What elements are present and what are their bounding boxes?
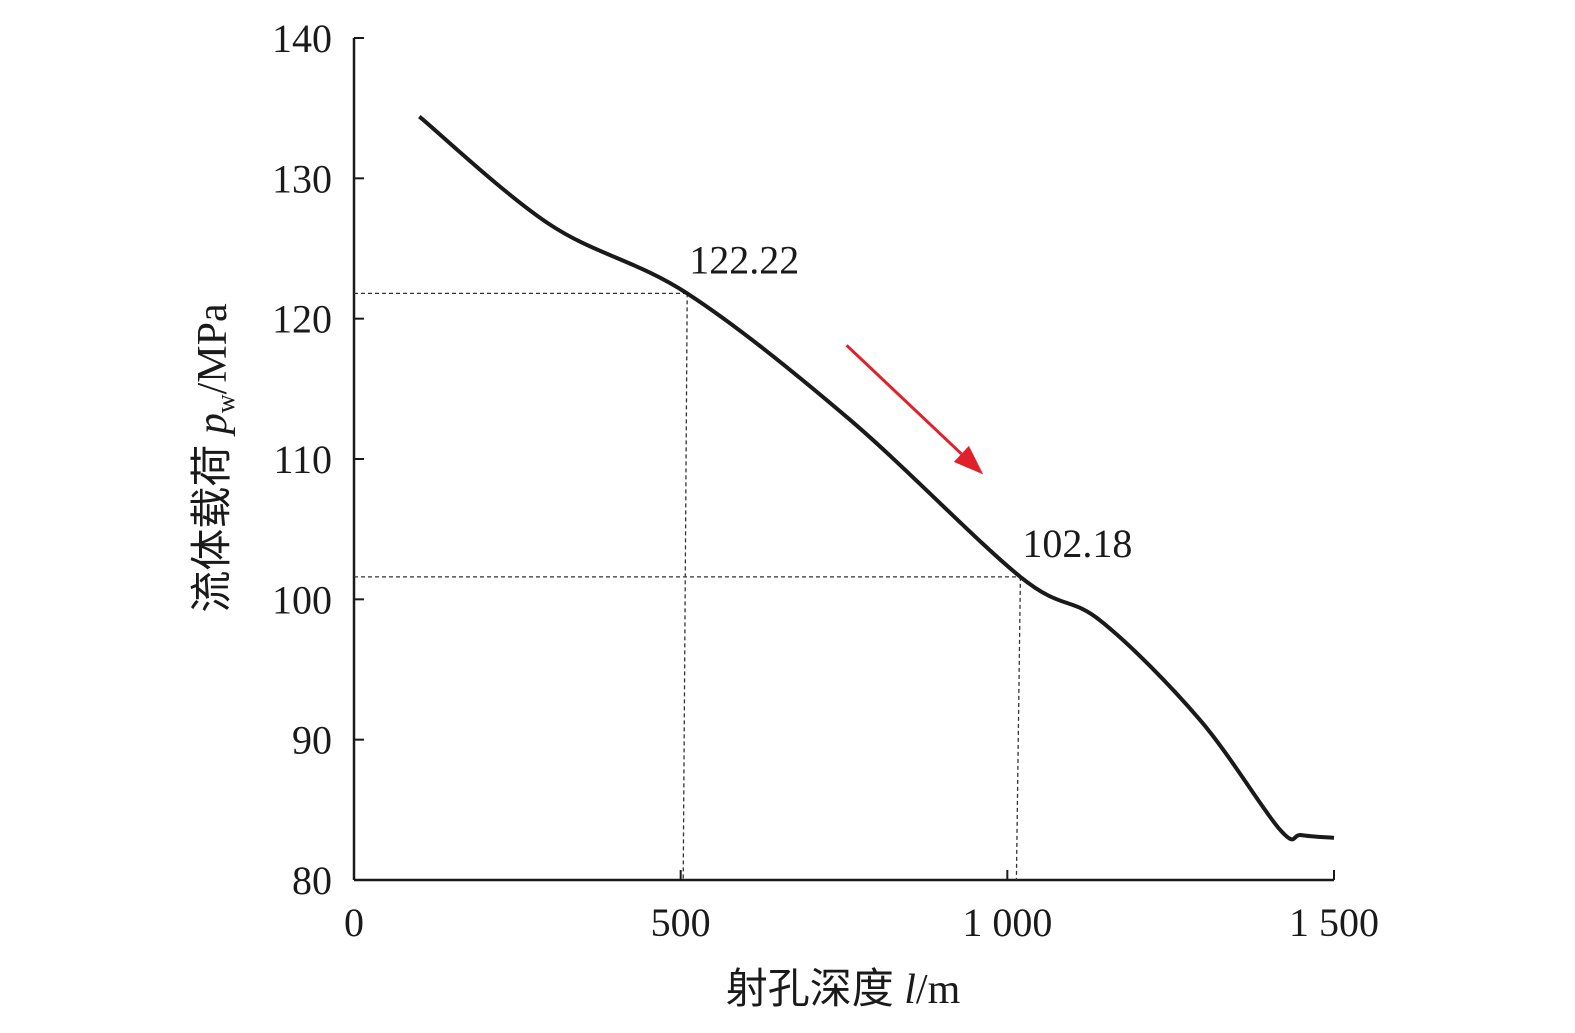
x-axis-label: 射孔深度 l/m (726, 967, 961, 1013)
annotations: 122.22 102.18 (689, 237, 1132, 565)
y-tick-label: 80 (292, 858, 332, 903)
guide-vertical (1015, 576, 1022, 881)
guide-vertical (682, 293, 688, 881)
axes: 0 500 1 000 1 500 80 90 100 110 120 130 140 (272, 16, 1379, 945)
x-tick-label: 0 (344, 900, 364, 945)
arrow-head (953, 445, 984, 475)
y-tick-label: 110 (273, 437, 332, 482)
x-tick-label: 1 500 (1289, 900, 1379, 945)
y-axis-label: 流体载荷 pw/MPa (190, 303, 240, 613)
x-tick-label: 1 000 (962, 900, 1052, 945)
series-line (418, 115, 1335, 842)
y-tick-label: 100 (272, 577, 332, 622)
y-tick-label: 90 (292, 718, 332, 763)
y-tick-label: 130 (272, 156, 332, 201)
data-label: 102.18 (1022, 521, 1132, 566)
series (418, 115, 1335, 842)
y-tick-label: 120 (272, 297, 332, 342)
data-label: 122.22 (689, 237, 799, 282)
y-tick-label: 140 (272, 16, 332, 61)
x-tick-label: 500 (651, 900, 711, 945)
guide-lines (354, 292, 1022, 881)
arrow-shaft (845, 344, 963, 455)
